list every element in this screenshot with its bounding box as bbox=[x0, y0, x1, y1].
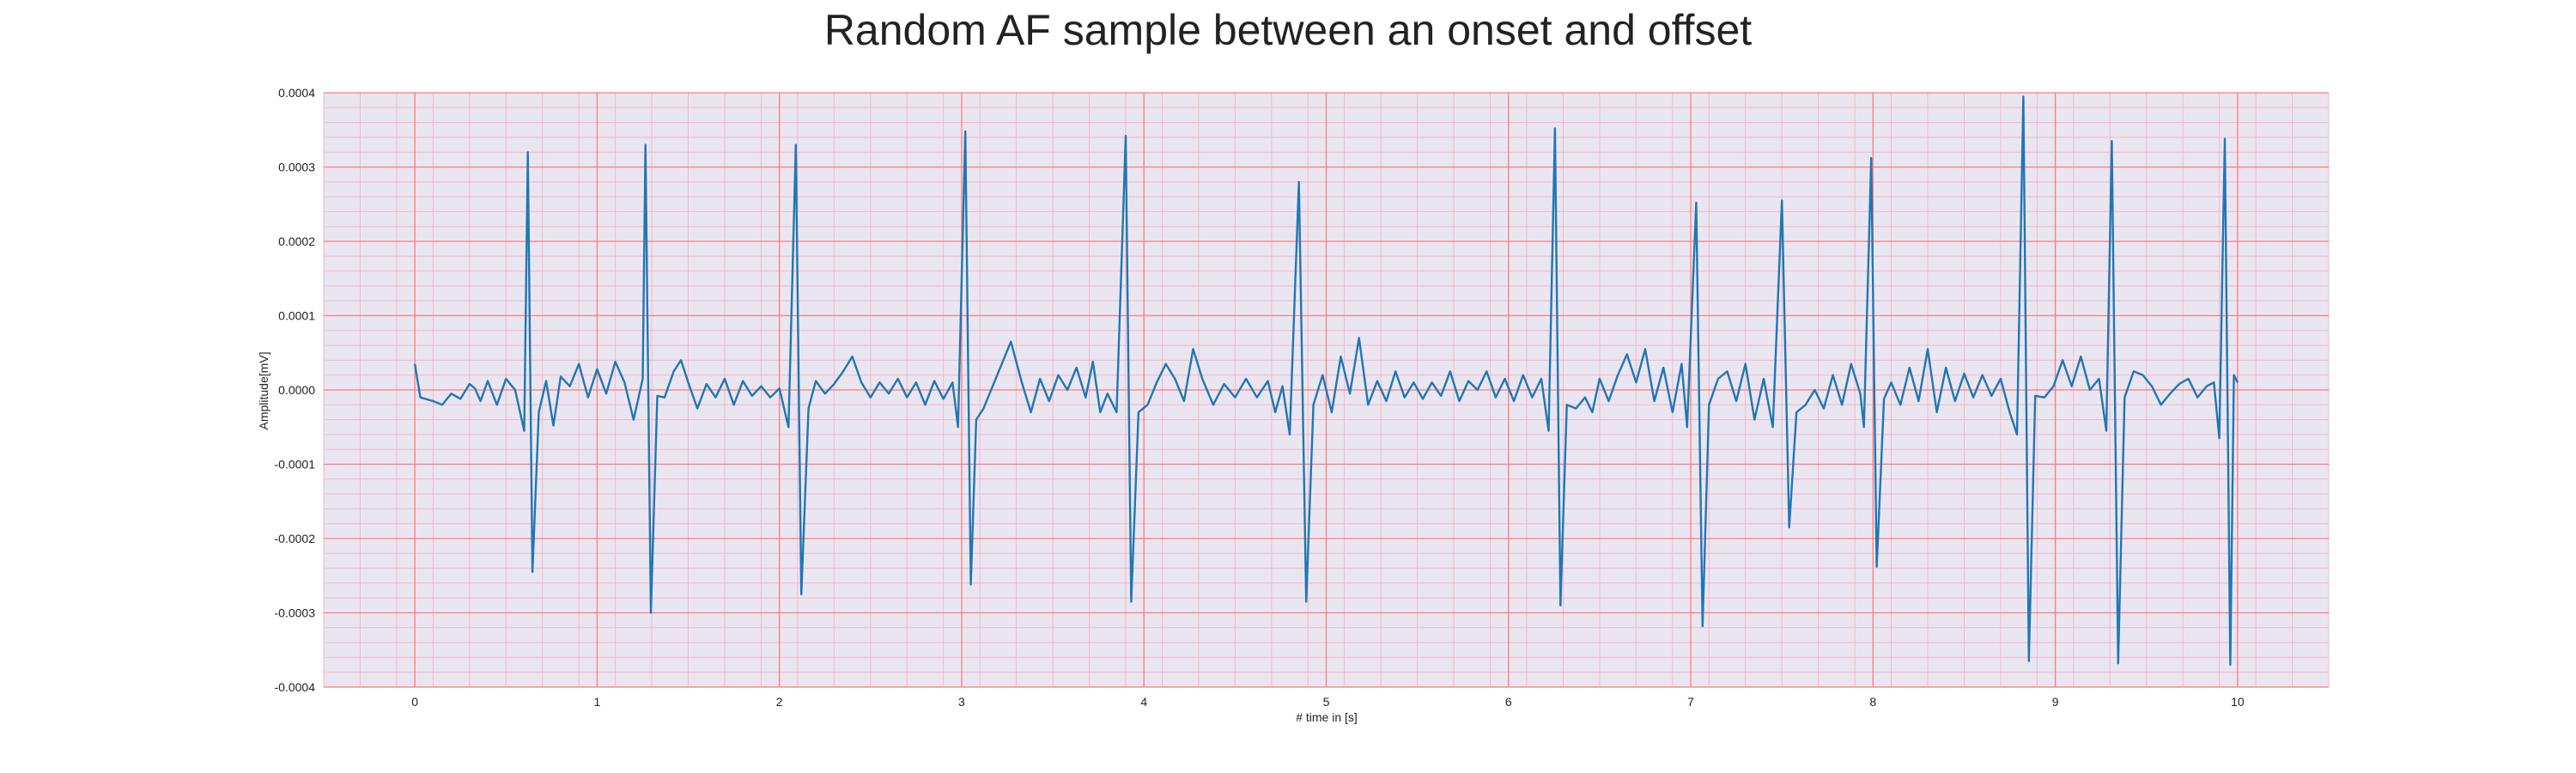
y-tick-label: 0.0000 bbox=[278, 383, 315, 397]
x-tick-label: 4 bbox=[1140, 695, 1147, 709]
x-tick-label: 9 bbox=[2052, 695, 2059, 709]
y-axis-label: Amplitude[mV] bbox=[257, 351, 270, 429]
x-tick-label: 5 bbox=[1323, 695, 1330, 709]
x-tick-label: 8 bbox=[1869, 695, 1876, 709]
y-tick-label: -0.0003 bbox=[275, 606, 316, 620]
y-tick-label: -0.0002 bbox=[275, 532, 316, 545]
y-tick-label: 0.0004 bbox=[278, 86, 315, 100]
x-tick-label: 3 bbox=[958, 695, 965, 709]
ecg-series-line bbox=[413, 95, 2239, 666]
x-tick-label: 7 bbox=[1687, 695, 1694, 709]
x-tick-label: 10 bbox=[2231, 695, 2245, 709]
series-layer bbox=[413, 95, 2239, 666]
x-tick-label: 1 bbox=[594, 695, 601, 709]
x-tick-label: 6 bbox=[1505, 695, 1512, 709]
y-tick-labels: 0.0004 0.0003 0.0002 0.0001 0.0000 -0.0001 -0.… bbox=[275, 86, 316, 694]
y-tick-label: -0.0001 bbox=[275, 458, 316, 472]
x-tick-labels: 0 1 2 3 4 5 6 7 8 9 10 bbox=[411, 695, 2245, 709]
x-tick-label: 2 bbox=[776, 695, 783, 709]
x-tick-label: 0 bbox=[411, 695, 418, 709]
y-tick-label: 0.0002 bbox=[278, 234, 315, 248]
y-tick-label: 0.0003 bbox=[278, 161, 315, 174]
x-axis-label: # time in [s] bbox=[1296, 710, 1358, 724]
y-tick-label: 0.0001 bbox=[278, 309, 315, 323]
y-tick-label: -0.0004 bbox=[275, 680, 316, 694]
chart-title: Random AF sample between an onset and of… bbox=[824, 6, 1752, 54]
